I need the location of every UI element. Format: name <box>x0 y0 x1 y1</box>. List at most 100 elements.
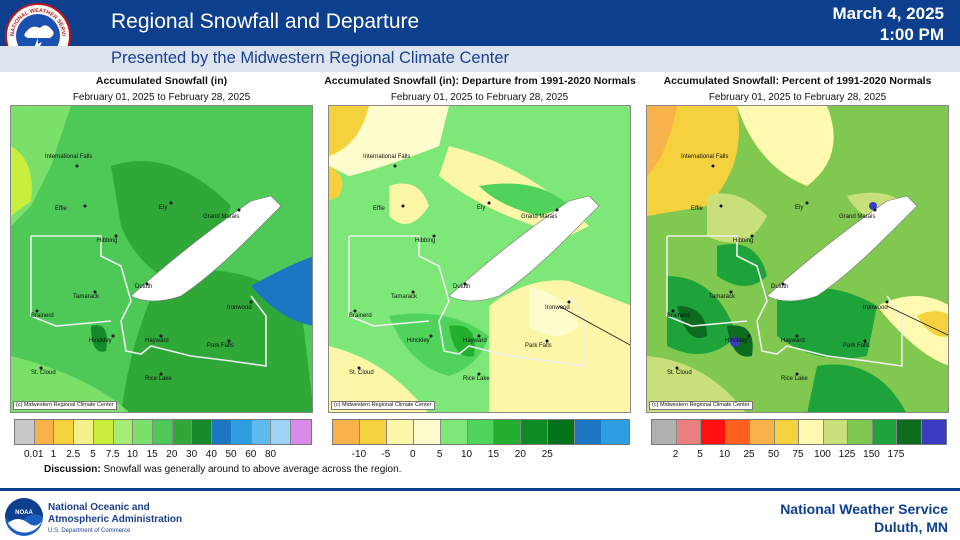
legend-swatch <box>113 420 134 444</box>
legend-swatch <box>153 420 173 444</box>
legend-swatch <box>872 420 897 444</box>
legend-tick-label: 5 <box>90 449 96 460</box>
legend-tick-label: 2 <box>672 449 679 460</box>
legend-tick-label: 5 <box>697 449 703 460</box>
city-tamarack: Tamarack <box>709 294 736 300</box>
legend-swatch <box>897 420 922 444</box>
legend-swatch <box>575 420 603 444</box>
legend-swatch <box>15 420 35 444</box>
legend-swatch <box>74 420 94 444</box>
city-tamarack: Tamarack <box>391 294 418 300</box>
city-effie: Effie <box>691 206 704 212</box>
nws-office: National Weather Service Duluth, MN <box>780 500 948 536</box>
legend-tick-label: 175 <box>887 449 905 460</box>
panel-2-dates: February 01, 2025 to February 28, 2025 <box>390 92 569 103</box>
legend-tick-label: 50 <box>767 449 780 460</box>
noaa-dept: U.S. Department of Commerce <box>48 528 131 534</box>
city-ironwood: Ironwood <box>545 305 570 311</box>
city-grand-marais: Grand Marais <box>521 214 557 220</box>
city-rice-lake: Rice Lake <box>463 376 490 382</box>
city-park-falls: Park Falls <box>525 343 552 349</box>
legend-swatch <box>467 420 495 444</box>
date-label: March 4, 2025 <box>832 4 944 23</box>
legend-swatch <box>251 420 272 444</box>
city-rice-lake: Rice Lake <box>781 376 808 382</box>
panel-1-title: Accumulated Snowfall (in) <box>95 75 228 87</box>
city-tamarack: Tamarack <box>73 294 100 300</box>
percent-legend-ticks: 2 5 10 25 50 75 100 125 150 175 <box>651 449 945 461</box>
date-time: March 4, 2025 1:00 PM <box>832 3 944 45</box>
legend-tick-label: 10 <box>126 449 138 460</box>
legend-swatch <box>231 420 252 444</box>
subtitle-bar <box>0 46 960 72</box>
legend-swatch <box>725 420 750 444</box>
percent-map: International Falls Effie Ely Grand Mara… <box>646 105 949 413</box>
discussion-label: Discussion: <box>44 464 101 475</box>
legend-tick-label: 20 <box>166 449 178 460</box>
noaa-name-line2: Atmospheric Administration <box>48 513 183 525</box>
city-st-cloud: St. Cloud <box>667 370 692 376</box>
city-duluth: Duluth <box>135 284 152 290</box>
legend-tick-label: 25 <box>743 449 755 460</box>
legend-swatch <box>133 420 154 444</box>
panel-3-title: Accumulated Snowfall: Percent of 1991-20… <box>663 75 932 87</box>
legend-tick-label: 7.5 <box>105 449 120 460</box>
departure-legend-ticks: -10 -5 0 5 10 15 20 25 <box>332 449 628 461</box>
city-effie: Effie <box>55 206 68 212</box>
city-hinckley: Hinckley <box>725 338 748 344</box>
legend-swatch <box>192 420 213 444</box>
legend-swatch <box>359 420 387 444</box>
legend-swatch <box>521 420 549 444</box>
legend-swatch <box>701 420 726 444</box>
city-hibbing: Hibbing <box>733 238 753 244</box>
legend-swatch <box>676 420 701 444</box>
city-brainerd: Brainerd <box>349 313 372 319</box>
discussion: Discussion: Snowfall was generally aroun… <box>44 464 401 475</box>
legend-swatch <box>212 420 232 444</box>
legend-swatch <box>548 420 576 444</box>
nws-office-line1: National Weather Service <box>780 501 948 517</box>
city-rice-lake: Rice Lake <box>145 376 172 382</box>
city-ironwood: Ironwood <box>863 305 888 311</box>
city-hayward: Hayward <box>145 338 169 344</box>
legend-tick-label: 1 <box>50 449 57 460</box>
city-brainerd: Brainerd <box>667 313 690 319</box>
legend-tick-label: 125 <box>838 449 856 460</box>
legend-tick-label: 2.5 <box>66 449 81 460</box>
map-credit: (c) Midwestern Regional Climate Center <box>649 401 753 410</box>
legend-swatch <box>823 420 848 444</box>
legend-swatch <box>774 420 799 444</box>
legend-swatch <box>921 420 946 444</box>
snowfall-map: International Falls Effie Ely Grand Mara… <box>10 105 313 413</box>
discussion-text: Snowfall was generally around to above a… <box>103 464 402 475</box>
city-st-cloud: St. Cloud <box>349 370 374 376</box>
legend-tick-label: 10 <box>718 449 731 460</box>
legend-swatch <box>333 420 360 444</box>
time-label: 1:00 PM <box>879 25 944 44</box>
legend-swatch <box>413 420 441 444</box>
city-duluth: Duluth <box>771 284 788 290</box>
legend-tick-label: 10 <box>460 449 473 460</box>
city-ely: Ely <box>159 205 167 211</box>
city-ironwood: Ironwood <box>227 305 252 311</box>
panel-1-dates: February 01, 2025 to February 28, 2025 <box>72 92 251 103</box>
city-park-falls: Park Falls <box>843 343 870 349</box>
page-title: Regional Snowfall and Departure <box>111 10 420 33</box>
legend-swatch <box>602 420 629 444</box>
legend-tick-label: 80 <box>264 449 277 460</box>
snowfall-legend-ticks: 0.01 1 2.5 5 7.5 10 15 20 30 40 50 60 80 <box>14 449 310 461</box>
footer-divider <box>0 488 960 491</box>
legend-tick-label: 15 <box>487 449 500 460</box>
snowfall-legend <box>14 419 312 445</box>
city-grand-marais: Grand Marais <box>203 214 239 220</box>
city-ely: Ely <box>477 205 485 211</box>
legend-tick-label: 15 <box>146 449 158 460</box>
legend-tick-label: 50 <box>225 449 237 460</box>
city-international-falls: International Falls <box>681 154 728 160</box>
city-hinckley: Hinckley <box>407 338 430 344</box>
legend-swatch <box>172 420 193 444</box>
map-credit: (c) Midwestern Regional Climate Center <box>13 401 117 410</box>
noaa-name-line1: National Oceanic and <box>48 502 150 513</box>
legend-tick-label: -10 <box>351 449 367 460</box>
legend-swatch <box>386 420 414 444</box>
